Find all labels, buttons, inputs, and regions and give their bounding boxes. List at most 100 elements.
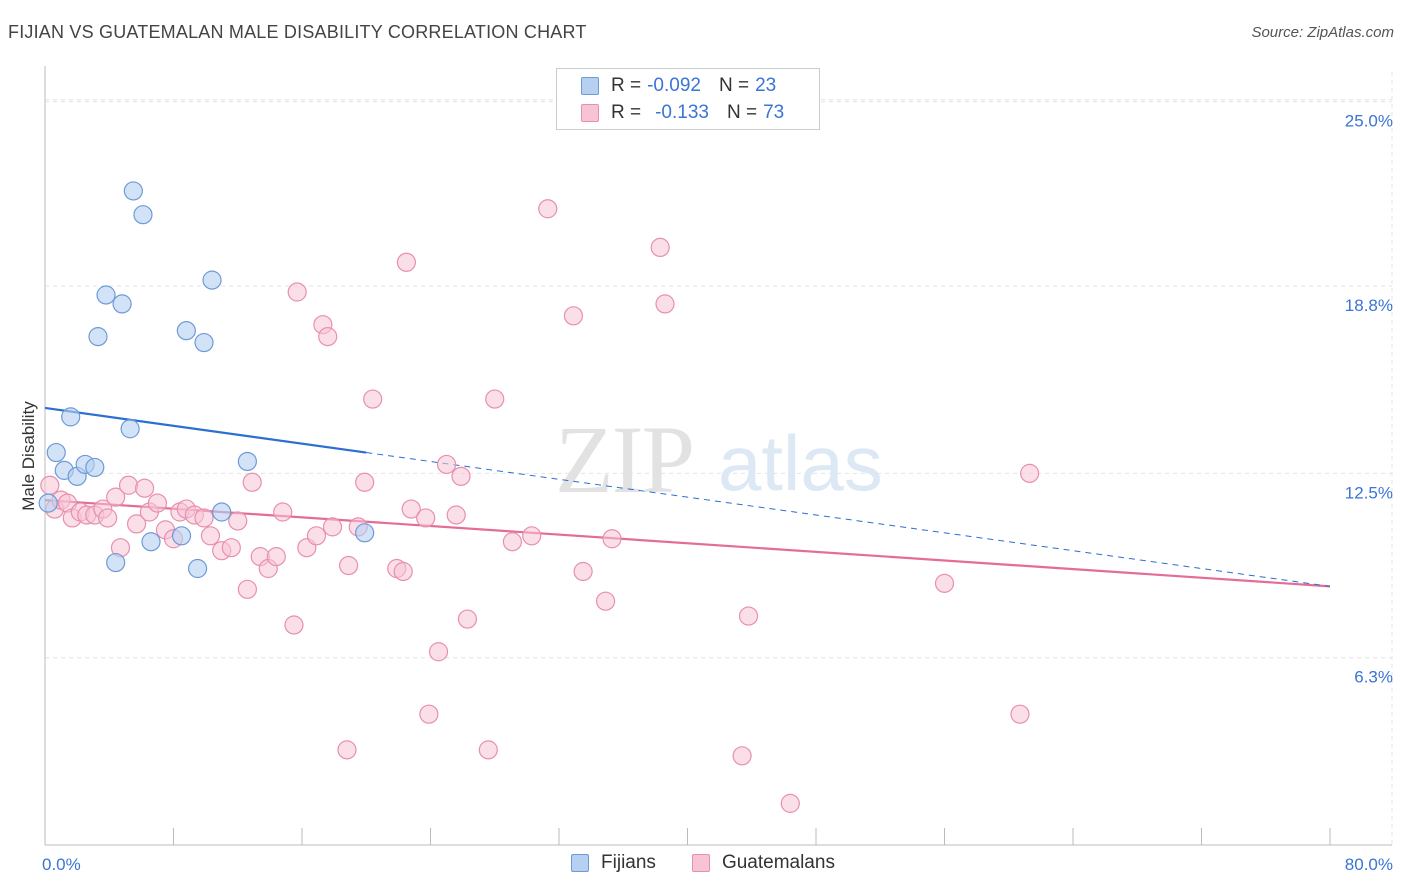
fijians-trend-extension (366, 452, 1331, 587)
trend-lines (44, 406, 1331, 588)
fijians-point (171, 526, 192, 546)
guatemalans-point (780, 793, 800, 813)
fijians-point (46, 442, 66, 463)
guatemalans-point (355, 472, 375, 492)
guatemalans-point (318, 327, 338, 347)
legend-label-guatemalans: Guatemalans (721, 852, 835, 873)
guatemalans-point (337, 740, 357, 760)
n-value: 73 (763, 102, 785, 123)
watermark-atlas: atlas (718, 419, 883, 507)
data-points (38, 181, 1040, 813)
guatemalans-point (237, 579, 257, 599)
guatemalans-point (284, 615, 304, 635)
guatemalans-point (428, 642, 449, 662)
guatemalans-point (228, 511, 248, 531)
guatemalans-swatch (581, 104, 599, 122)
guatemalans-point (363, 389, 383, 409)
guatemalans-point (650, 237, 670, 258)
guatemalans-point (738, 606, 759, 626)
x-tick-label: 80.0% (1345, 855, 1393, 874)
guatemalans-point (147, 493, 168, 513)
guatemalans-point (602, 529, 622, 549)
guatemalans-point (595, 591, 616, 611)
legend-item-guatemalans[interactable]: Guatemalans (691, 852, 835, 874)
tick-labels: 25.0% 18.8% 12.5% 6.3% 0.0% 80.0% (42, 112, 1393, 874)
guatemalans-point (200, 526, 221, 546)
fijians-point (141, 532, 161, 552)
fijians-point (106, 552, 126, 573)
fijians-swatch (571, 854, 590, 872)
guatemalans-point (287, 282, 307, 302)
guatemalans-point (732, 746, 752, 766)
r-label: R = (611, 75, 642, 96)
fijians-point (38, 493, 58, 513)
x-tick-label: 0.0% (42, 855, 81, 874)
fijians-point (88, 327, 108, 347)
source-credit: Source: ZipAtlas.com (1251, 24, 1394, 41)
fijians-point (176, 321, 196, 341)
guatemalans-point (396, 252, 417, 272)
guatemalans-point (393, 561, 413, 582)
guatemalans-point (134, 478, 155, 498)
fijians-point (96, 285, 116, 305)
guatemalans-point (338, 555, 359, 576)
y-tick-label: 12.5% (1345, 483, 1393, 502)
guatemalans-point (502, 532, 523, 552)
guatemalans-point (478, 740, 498, 760)
guatemalans-point (126, 514, 147, 534)
n-value: 23 (755, 75, 777, 96)
guatemalans-point (40, 475, 60, 495)
guatemalans-point (573, 561, 593, 582)
legend-row-fijians: R = -0.092 N = 23 (581, 74, 776, 98)
stats-legend: R = -0.092 N = 23 R = -0.133 N = 73 (556, 68, 820, 130)
guatemalans-point (1010, 704, 1030, 724)
guatemalans-point (242, 472, 262, 492)
r-value: -0.092 (647, 75, 701, 96)
series-legend: Fijians Guatemalans (0, 852, 1406, 874)
y-tick-label: 6.3% (1354, 668, 1393, 687)
y-tick-label: 25.0% (1345, 112, 1393, 131)
guatemalans-point (419, 704, 439, 724)
guatemalans-point (446, 505, 466, 525)
legend-item-fijians[interactable]: Fijians (571, 852, 656, 874)
guatemalans-point (118, 475, 139, 495)
guatemalans-point (306, 526, 327, 546)
n-label: N = (726, 102, 758, 123)
fijians-point (237, 451, 257, 472)
r-value: -0.133 (655, 102, 709, 123)
guatemalans-point (273, 502, 293, 522)
guatemalans-point (522, 526, 542, 546)
fijians-point (120, 419, 140, 439)
guatemalans-point (436, 454, 457, 475)
guatemalans-point (221, 538, 241, 558)
guatemalans-point (194, 508, 214, 528)
guatemalans-point (98, 508, 118, 528)
legend-label-fijians: Fijians (601, 852, 656, 873)
r-label: R = (611, 102, 642, 123)
guatemalans-point (563, 306, 584, 326)
fijians-swatch (581, 77, 599, 95)
guatemalans-point (266, 547, 286, 567)
guatemalans-point (416, 508, 436, 528)
y-axis-label: Male Disability (19, 401, 38, 511)
guatemalans-point (451, 466, 471, 486)
fijians-trend-line (44, 406, 367, 454)
chart-title: FIJIAN VS GUATEMALAN MALE DISABILITY COR… (8, 22, 587, 42)
y-tick-label: 18.8% (1345, 296, 1393, 315)
guatemalans-point (1020, 463, 1040, 483)
guatemalans-point (401, 499, 421, 519)
guatemalans-point (485, 389, 505, 409)
legend-row-guatemalans: R = -0.133 N = 73 (581, 101, 784, 125)
fijians-point (212, 502, 232, 522)
fijians-point (355, 523, 375, 543)
fijians-point (133, 205, 153, 225)
fijians-point (123, 181, 143, 201)
guatemalans-point (106, 487, 126, 507)
fijians-point (194, 332, 214, 353)
fijians-point (61, 407, 81, 427)
fijians-point (85, 457, 105, 478)
guatemalans-point (322, 517, 343, 537)
guatemalans-point (457, 609, 478, 629)
watermark-zip: ZIP (555, 406, 693, 513)
